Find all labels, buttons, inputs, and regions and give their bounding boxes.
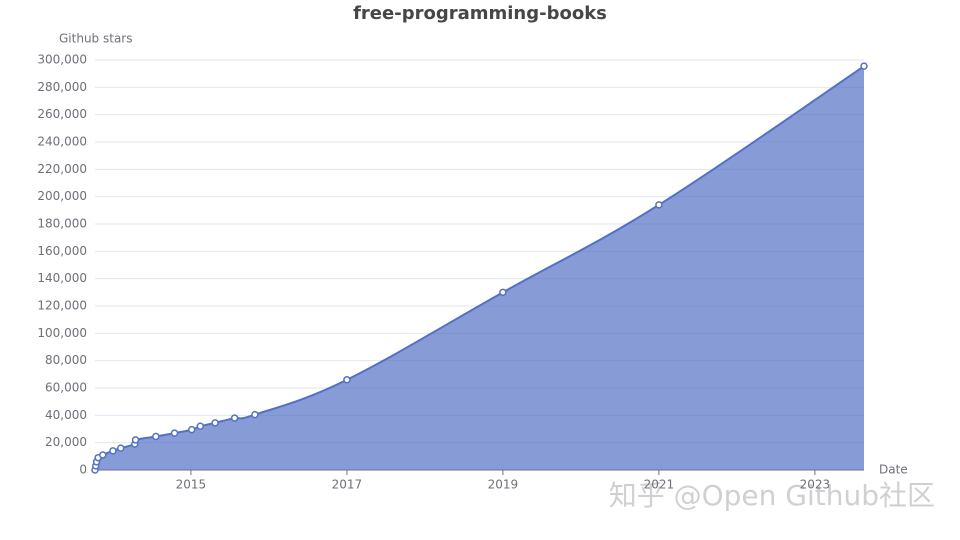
y-axis-label: Github stars <box>59 32 132 46</box>
point <box>655 201 663 209</box>
y-tick-label: 40,000 <box>45 408 87 422</box>
point <box>109 447 117 455</box>
point <box>187 425 196 434</box>
x-tick-label: 2019 <box>488 478 519 492</box>
point <box>152 432 160 441</box>
y-tick-label: 300,000 <box>37 53 87 67</box>
x-axis-label: Date <box>879 463 908 477</box>
y-tick-label: 280,000 <box>37 80 87 94</box>
y-tick-label: 60,000 <box>45 381 87 395</box>
point <box>131 436 140 444</box>
point <box>251 410 259 419</box>
y-tick-label: 0 <box>79 463 87 477</box>
y-tick-label: 80,000 <box>45 353 87 367</box>
point <box>170 429 179 437</box>
chart-title: free-programming-books <box>353 3 607 24</box>
x-tick-label: 2017 <box>332 478 363 492</box>
x-tick-label: 2015 <box>176 478 207 492</box>
point <box>196 422 205 431</box>
y-tick-label: 200,000 <box>37 189 87 203</box>
y-tick-label: 220,000 <box>37 162 87 176</box>
area-fill <box>95 66 864 471</box>
point <box>499 288 507 297</box>
y-tick-label: 140,000 <box>37 271 87 285</box>
y-tick-label: 180,000 <box>37 217 87 231</box>
point <box>99 451 107 459</box>
point <box>230 414 239 422</box>
point <box>343 376 351 384</box>
watermark: 知乎 @Open Github社区 <box>609 479 935 512</box>
x-tick-label: 2023 <box>800 478 831 492</box>
point <box>860 62 868 70</box>
y-tick-label: 160,000 <box>37 244 87 258</box>
y-tick-label: 240,000 <box>37 135 87 149</box>
y-tick-label: 100,000 <box>37 326 87 340</box>
point <box>116 444 125 452</box>
y-tick-label: 260,000 <box>37 107 87 121</box>
point <box>211 419 219 427</box>
y-tick-label: 120,000 <box>37 299 87 313</box>
y-tick-label: 20,000 <box>45 435 87 449</box>
x-tick-label: 2021 <box>644 478 675 492</box>
